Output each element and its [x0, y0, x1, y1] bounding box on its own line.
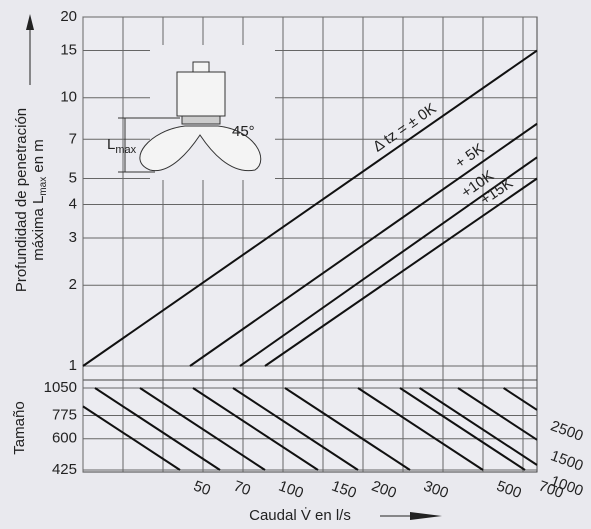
- flow-line: [357, 387, 484, 471]
- series-line: [189, 122, 538, 367]
- flow-line: [232, 387, 359, 471]
- series-line: [239, 156, 538, 367]
- series-line: [264, 177, 538, 367]
- flow-line: [139, 387, 266, 471]
- y-label-line2: máxima Lmax en m: [30, 139, 49, 260]
- flow-label: 200: [369, 478, 398, 503]
- series-line: [82, 49, 538, 367]
- flow-label: 500: [494, 478, 523, 503]
- size-tick-label: 425: [52, 461, 77, 478]
- y-tick-label: 5: [69, 169, 77, 186]
- inset-angle: 45°: [232, 123, 255, 140]
- inset-lmax-sub: max: [115, 144, 136, 156]
- flow-line: [503, 387, 538, 411]
- flow-line: [82, 405, 181, 471]
- flow-line: [457, 387, 538, 441]
- flow-line: [94, 387, 221, 471]
- air-jet: [139, 125, 262, 172]
- flow-label: 70: [231, 478, 252, 500]
- flow-line: [399, 387, 526, 471]
- flow-label: 100: [276, 478, 305, 503]
- flow-label: 300: [421, 478, 450, 503]
- y-label-sub: max: [38, 177, 49, 196]
- flow-label: 150: [329, 478, 358, 503]
- y-tick-label: 10: [60, 89, 77, 106]
- y-tick-label: 1: [69, 357, 77, 374]
- x-arrow-head: [410, 512, 442, 520]
- size-label: Tamaño: [11, 401, 28, 454]
- flow-label: 2500: [548, 417, 585, 444]
- y-tick-label: 2: [69, 276, 77, 293]
- flow-label: 50: [191, 478, 212, 500]
- y-tick-label: 3: [69, 229, 77, 246]
- y-label-part: máxima L: [30, 196, 47, 261]
- device-body: [176, 71, 226, 117]
- flow-label: 1500: [548, 447, 585, 474]
- y-label: Profundidad de penetración máxima Lmax e…: [13, 108, 49, 292]
- y-tick-label: 20: [60, 8, 77, 25]
- y-label-line1: Profundidad de penetración: [13, 108, 30, 292]
- y-tick-label: 4: [69, 195, 77, 212]
- inset-lmax-l: L: [107, 136, 115, 153]
- size-tick-label: 775: [52, 407, 77, 424]
- flow-line: [284, 387, 411, 471]
- flow-line: [419, 387, 538, 466]
- y-label-part: en m: [30, 139, 47, 177]
- inset-lmax: Lmax: [107, 136, 137, 156]
- y-tick-label: 7: [69, 130, 77, 147]
- device-top: [192, 61, 210, 73]
- size-tick-label: 1050: [44, 379, 77, 396]
- y-tick-label: 15: [60, 41, 77, 58]
- y-arrow-head: [26, 14, 34, 30]
- inset: [118, 45, 275, 180]
- device-nozzle: [181, 115, 221, 125]
- flow-line: [192, 387, 319, 471]
- x-label: Caudal V̇ en l/s: [249, 507, 351, 524]
- size-tick-label: 600: [52, 430, 77, 447]
